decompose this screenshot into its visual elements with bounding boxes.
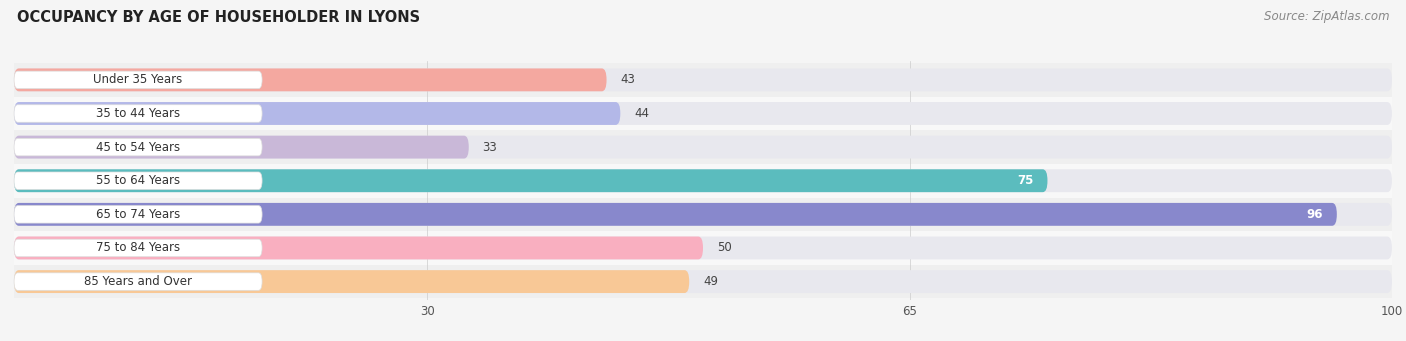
Text: 44: 44	[634, 107, 650, 120]
FancyBboxPatch shape	[14, 138, 262, 156]
FancyBboxPatch shape	[14, 136, 468, 159]
FancyBboxPatch shape	[14, 169, 1047, 192]
Text: 75 to 84 Years: 75 to 84 Years	[96, 241, 180, 254]
FancyBboxPatch shape	[14, 237, 1392, 260]
FancyBboxPatch shape	[14, 197, 1392, 231]
Text: 55 to 64 Years: 55 to 64 Years	[96, 174, 180, 187]
FancyBboxPatch shape	[14, 102, 620, 125]
FancyBboxPatch shape	[14, 203, 1392, 226]
Text: 65 to 74 Years: 65 to 74 Years	[96, 208, 180, 221]
Text: Source: ZipAtlas.com: Source: ZipAtlas.com	[1264, 10, 1389, 23]
FancyBboxPatch shape	[14, 69, 1392, 91]
Text: 75: 75	[1018, 174, 1033, 187]
FancyBboxPatch shape	[14, 231, 1392, 265]
FancyBboxPatch shape	[14, 164, 1392, 197]
FancyBboxPatch shape	[14, 265, 1392, 298]
FancyBboxPatch shape	[14, 63, 1392, 97]
Text: 96: 96	[1306, 208, 1323, 221]
FancyBboxPatch shape	[14, 102, 1392, 125]
FancyBboxPatch shape	[14, 130, 1392, 164]
Text: 33: 33	[482, 140, 498, 153]
FancyBboxPatch shape	[14, 97, 1392, 130]
FancyBboxPatch shape	[14, 273, 262, 290]
FancyBboxPatch shape	[14, 105, 262, 122]
FancyBboxPatch shape	[14, 239, 262, 257]
Text: 35 to 44 Years: 35 to 44 Years	[96, 107, 180, 120]
FancyBboxPatch shape	[14, 206, 262, 223]
FancyBboxPatch shape	[14, 69, 606, 91]
FancyBboxPatch shape	[14, 169, 1392, 192]
Text: OCCUPANCY BY AGE OF HOUSEHOLDER IN LYONS: OCCUPANCY BY AGE OF HOUSEHOLDER IN LYONS	[17, 10, 420, 25]
Text: 85 Years and Over: 85 Years and Over	[84, 275, 193, 288]
Text: 45 to 54 Years: 45 to 54 Years	[96, 140, 180, 153]
FancyBboxPatch shape	[14, 237, 703, 260]
FancyBboxPatch shape	[14, 270, 1392, 293]
FancyBboxPatch shape	[14, 136, 1392, 159]
Text: Under 35 Years: Under 35 Years	[93, 73, 183, 86]
FancyBboxPatch shape	[14, 71, 262, 89]
Text: 43: 43	[620, 73, 636, 86]
Text: 50: 50	[717, 241, 731, 254]
FancyBboxPatch shape	[14, 203, 1337, 226]
Text: 49: 49	[703, 275, 718, 288]
FancyBboxPatch shape	[14, 270, 689, 293]
FancyBboxPatch shape	[14, 172, 262, 190]
